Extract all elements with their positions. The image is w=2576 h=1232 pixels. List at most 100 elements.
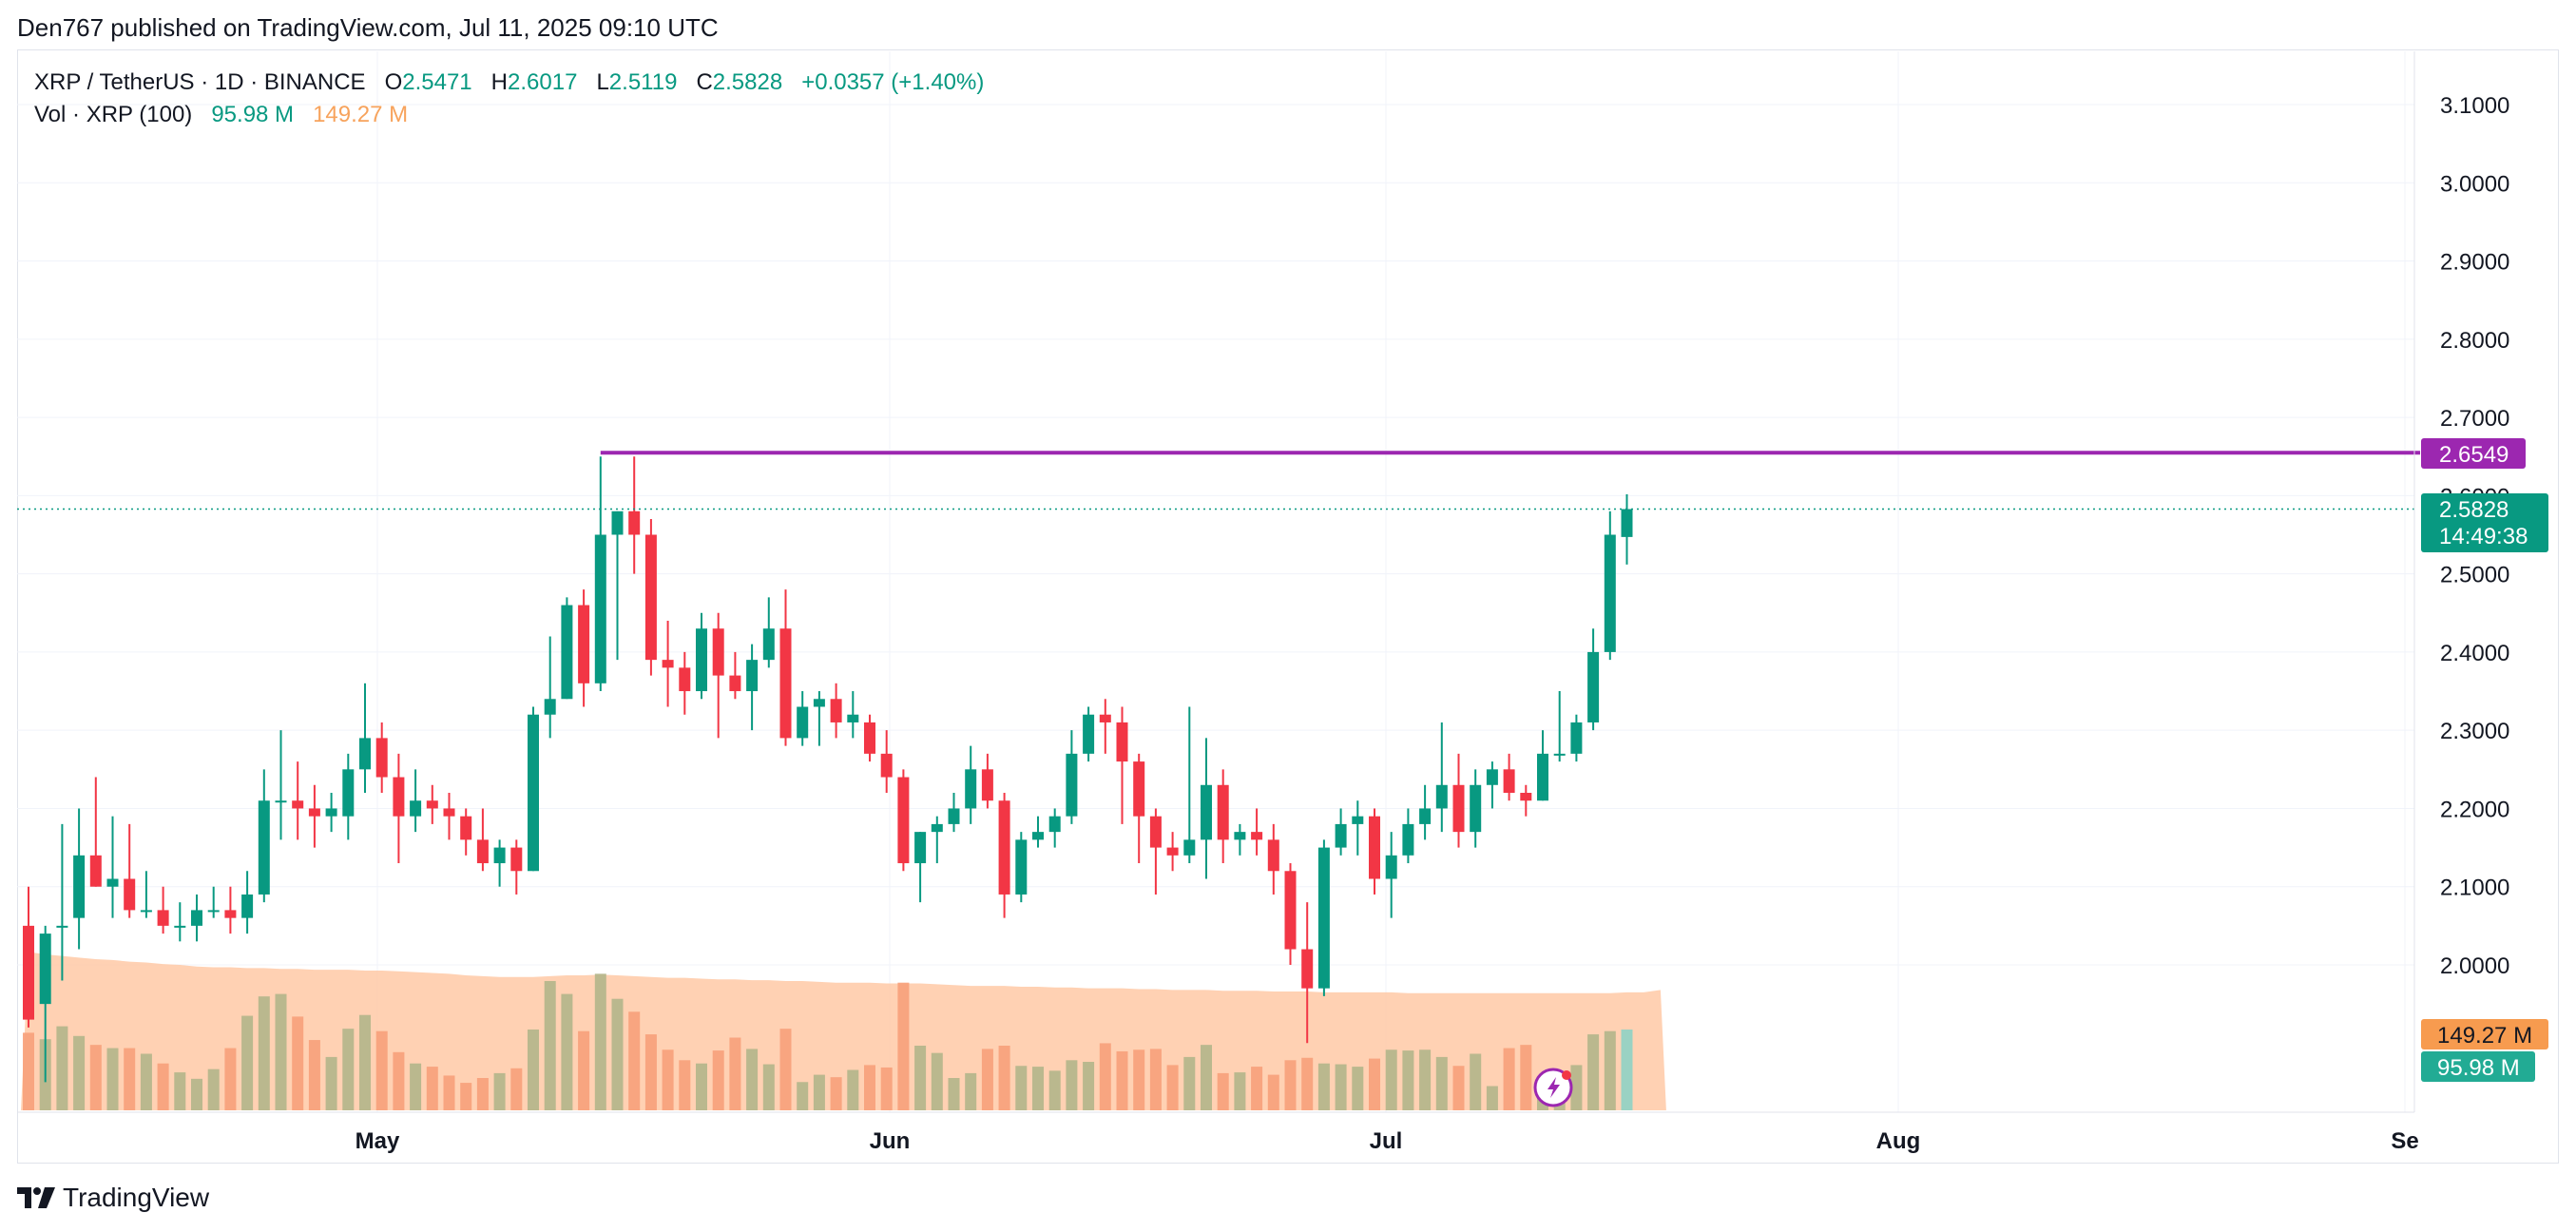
overlay-lines[interactable] (17, 451, 2420, 510)
volume-bar (931, 1052, 943, 1110)
volume-bar (830, 1077, 842, 1110)
volume-bar (1402, 1050, 1414, 1110)
candle (1520, 784, 1532, 817)
volume-bar (140, 1053, 152, 1110)
candle (443, 793, 455, 840)
y-tick-label: 3.0000 (2440, 171, 2509, 197)
candle-body (813, 699, 825, 707)
candle (140, 871, 152, 918)
candles (23, 456, 1633, 1083)
volume-bar (73, 1035, 86, 1110)
candle (258, 769, 270, 903)
candle (797, 691, 809, 746)
candle (39, 925, 51, 1083)
candle-body (594, 534, 606, 683)
volume-bar (544, 981, 556, 1110)
volume-bar (679, 1060, 691, 1110)
volume-bar (1452, 1066, 1465, 1110)
candle (847, 691, 859, 739)
volume-bar (124, 1048, 136, 1110)
candle-body (779, 628, 792, 739)
volume-bar (1183, 1056, 1196, 1110)
candle (1553, 691, 1566, 762)
candle (1133, 753, 1145, 864)
volume-bar (1149, 1049, 1162, 1110)
candle (426, 784, 438, 824)
volume-bar (393, 1051, 405, 1110)
candle-body (275, 800, 287, 803)
candle (174, 902, 186, 942)
volume-bar (476, 1078, 489, 1110)
volume-bar (696, 1063, 707, 1110)
candle-body (847, 714, 859, 722)
symbol-label[interactable]: XRP / TetherUS · 1D · BINANCE (34, 69, 366, 95)
candle (1032, 816, 1044, 848)
candle (1015, 832, 1028, 903)
volume-bar (1385, 1049, 1397, 1110)
volume-bar (493, 1072, 506, 1110)
y-tick-label: 2.4000 (2440, 641, 2509, 666)
candle (493, 839, 506, 887)
candle-body (729, 675, 741, 692)
candle-body (762, 628, 775, 661)
candle (1537, 730, 1548, 801)
volume-bar (1486, 1086, 1498, 1110)
volume-bar (1284, 1060, 1297, 1110)
tradingview-brand[interactable]: TradingView (17, 1183, 209, 1213)
candle (510, 839, 523, 895)
candle-body (241, 894, 254, 918)
candle (191, 894, 202, 942)
volume-bar (308, 1040, 320, 1110)
vol-ma-badge: 149.27 M (2437, 1023, 2532, 1049)
candle-body (56, 925, 68, 928)
lightning-icon[interactable] (1533, 1068, 1573, 1107)
volume-bar (1503, 1048, 1515, 1110)
chart-frame (17, 49, 2559, 1164)
candle (813, 691, 825, 746)
candle-body (23, 925, 34, 1020)
candle-body (1301, 949, 1314, 989)
volume-bar (779, 1029, 792, 1110)
volume-bar (275, 993, 287, 1110)
volume-bar (628, 1011, 641, 1110)
candle (594, 456, 606, 692)
candle-body (1133, 761, 1145, 817)
candle (292, 761, 304, 840)
volume-bar (813, 1074, 825, 1110)
candle-body (1183, 839, 1196, 856)
volume-bar (1352, 1067, 1364, 1110)
candle-body (191, 910, 202, 926)
candle (1570, 714, 1583, 762)
candle (1621, 493, 1633, 565)
candle-body (1419, 808, 1432, 824)
candle-body (1486, 769, 1498, 785)
candle (1470, 769, 1482, 848)
candle-body (1099, 714, 1111, 722)
y-tick-label: 3.1000 (2440, 93, 2509, 119)
candle-body (528, 714, 539, 872)
candle (1234, 823, 1246, 856)
volume-bar (207, 1068, 220, 1110)
volume-bar (662, 1049, 674, 1110)
candle (73, 808, 86, 950)
volume-bar (762, 1064, 775, 1110)
candle (931, 816, 943, 864)
candle (1149, 808, 1162, 895)
candle (1048, 808, 1061, 848)
candle-body (1452, 784, 1465, 833)
candle (864, 714, 875, 762)
volume-bar (1133, 1049, 1145, 1110)
volume-label[interactable]: Vol · XRP (100) (34, 102, 193, 127)
volume-bar (880, 1067, 893, 1110)
candle-body (140, 910, 152, 913)
volume-bar (729, 1037, 741, 1110)
candle-body (443, 808, 455, 817)
axis-badges: 2.6549 2.5828 14:49:38 149.27 M 95.98 M (2421, 438, 2548, 1082)
candle (23, 886, 34, 1028)
candle-body (1217, 784, 1229, 840)
candle-body (578, 605, 590, 683)
volume-bar (712, 1050, 724, 1110)
volume-bar (847, 1069, 859, 1110)
volume-bar (897, 982, 910, 1110)
